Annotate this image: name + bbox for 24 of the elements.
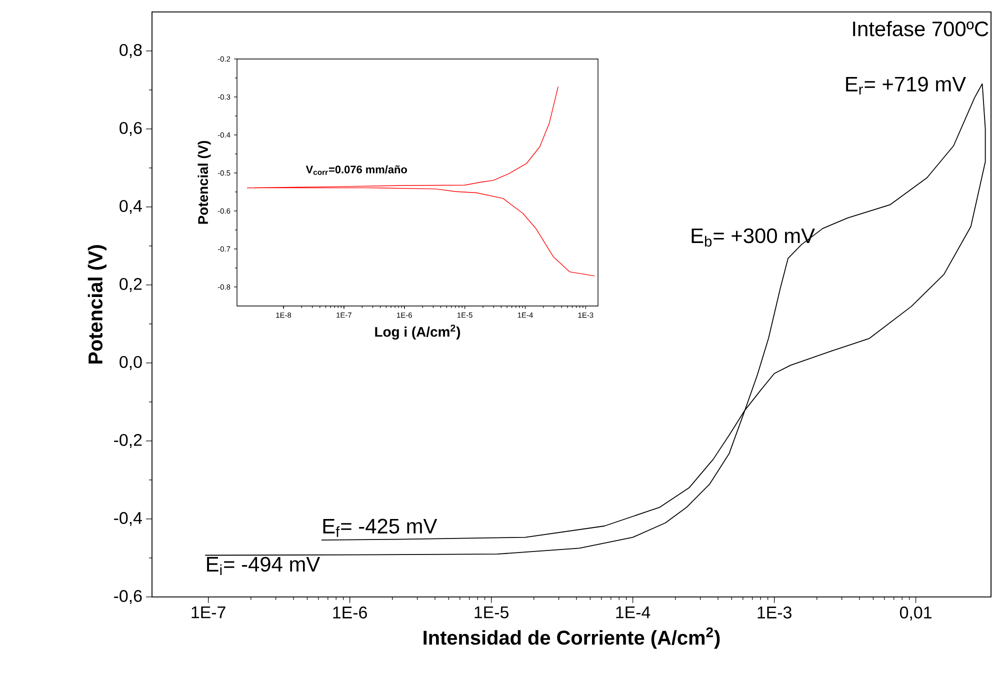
y-tick-label: 0,2 — [120, 278, 142, 292]
y-tick-label: -0,2 — [114, 434, 142, 448]
y-tick-label: 0,8 — [120, 44, 142, 58]
x-tick-label: 1E-4 — [616, 606, 650, 618]
x-axis-title: Intensidad de Corriente (A/cm$^{2}$) — [424, 627, 720, 649]
y-tick-label: -0,6 — [114, 590, 142, 604]
y-axis-title: Potencial (V) — [88, 245, 106, 364]
annotation: E$_{i}$= -494 mV — [207, 556, 320, 575]
y-tick-label: 0,0 — [120, 356, 142, 370]
y-tick-label: -0,4 — [114, 512, 142, 526]
x-axis-title: Log i (A/cm$^{2}$) — [375, 324, 460, 340]
annotation: E$_{f}$= -425 mV — [323, 518, 438, 537]
x-tick-label: 1E-5 — [474, 606, 508, 618]
annotation: V$_{corr}$=0.076 mm/año — [306, 165, 407, 175]
annotation: E$_{b}$= +300 mV — [692, 228, 815, 247]
y-tick-label: 0,4 — [120, 200, 142, 214]
y-tick-label: 0,6 — [120, 122, 142, 136]
x-tick-label: 0,01 — [900, 606, 932, 620]
x-tick-label: 1E-6 — [333, 606, 367, 618]
x-tick-label: 1E-7 — [192, 606, 226, 618]
annotation: E$_{r}$= +719 mV — [846, 76, 966, 94]
y-axis-title: Potencial (V) — [198, 140, 211, 224]
x-tick-label: 1E-3 — [758, 606, 792, 618]
annotation: Intefase 700ºC — [853, 20, 988, 36]
